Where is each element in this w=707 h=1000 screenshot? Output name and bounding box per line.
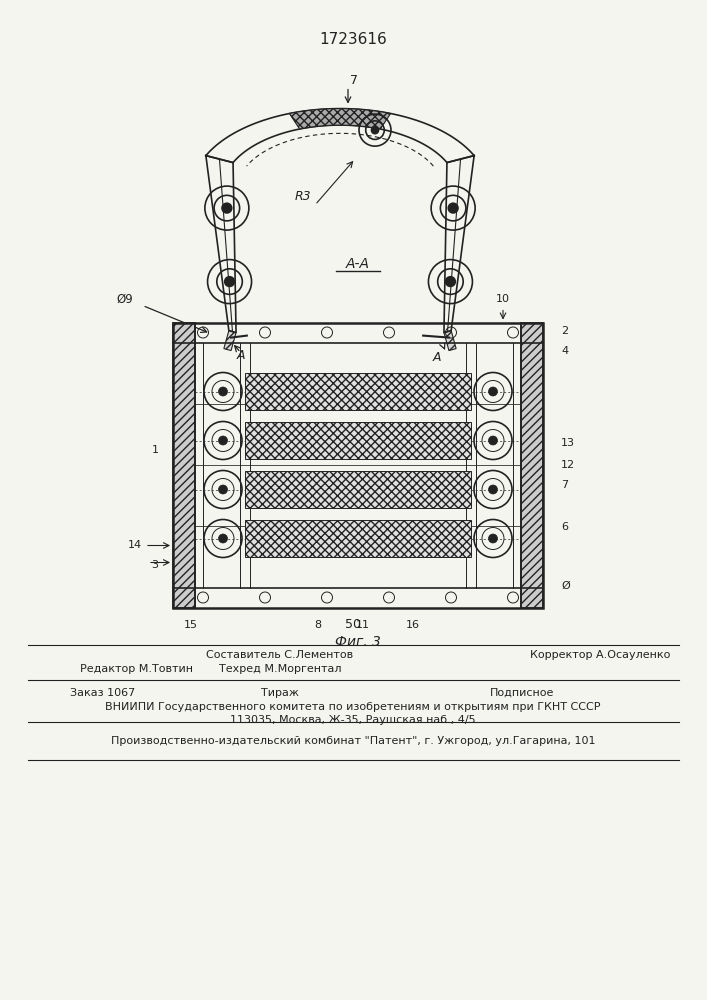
Text: Ø: Ø <box>561 580 570 590</box>
Text: 6: 6 <box>561 522 568 532</box>
Text: 8: 8 <box>315 620 322 631</box>
Text: R3: R3 <box>295 190 312 203</box>
Circle shape <box>445 277 455 286</box>
Circle shape <box>218 436 228 445</box>
Polygon shape <box>289 109 391 129</box>
Text: 3: 3 <box>151 560 158 570</box>
Text: A: A <box>433 351 442 364</box>
Text: 1723616: 1723616 <box>319 32 387 47</box>
Text: 4: 4 <box>561 346 568 356</box>
Text: Редактор М.Товтин: Редактор М.Товтин <box>80 664 193 674</box>
Text: 7: 7 <box>350 74 358 87</box>
Bar <box>173 322 543 607</box>
Circle shape <box>489 387 498 396</box>
Text: Заказ 1067: Заказ 1067 <box>70 688 135 698</box>
Text: 11: 11 <box>356 620 370 631</box>
Circle shape <box>489 436 498 445</box>
Text: 13: 13 <box>561 438 575 448</box>
Text: 14: 14 <box>128 540 142 550</box>
Polygon shape <box>444 331 456 351</box>
Circle shape <box>225 277 235 286</box>
Circle shape <box>218 485 228 494</box>
Polygon shape <box>224 331 236 351</box>
Text: A-A: A-A <box>346 256 370 270</box>
Text: 1: 1 <box>151 445 158 455</box>
Text: Корректор А.Осауленко: Корректор А.Осауленко <box>530 650 670 660</box>
Text: 7: 7 <box>561 480 568 489</box>
Text: Фиг. 2: Фиг. 2 <box>317 379 363 393</box>
Text: Производственно-издательский комбинат "Патент", г. Ужгород, ул.Гагарина, 101: Производственно-издательский комбинат "П… <box>111 736 595 746</box>
Circle shape <box>371 127 378 134</box>
Circle shape <box>222 203 232 213</box>
Text: 50: 50 <box>345 618 361 631</box>
Text: 10: 10 <box>496 294 510 304</box>
Bar <box>173 322 195 607</box>
Bar <box>245 471 471 508</box>
Bar <box>245 520 471 557</box>
Text: ВНИИПИ Государственного комитета по изобретениям и открытиям при ГКНТ СССР: ВНИИПИ Государственного комитета по изоб… <box>105 702 601 712</box>
Bar <box>245 373 471 410</box>
Text: Составитель С.Лементов: Составитель С.Лементов <box>206 650 354 660</box>
Text: 12: 12 <box>561 460 575 471</box>
Circle shape <box>489 485 498 494</box>
Bar <box>245 422 471 459</box>
Text: 15: 15 <box>184 620 198 631</box>
Text: Фиг. 3: Фиг. 3 <box>335 635 381 648</box>
Circle shape <box>218 534 228 543</box>
Circle shape <box>218 387 228 396</box>
Text: A: A <box>237 349 245 362</box>
Text: 113035, Москва, Ж-35, Раушская наб., 4/5: 113035, Москва, Ж-35, Раушская наб., 4/5 <box>230 715 476 725</box>
Text: 2: 2 <box>561 326 568 336</box>
Text: Подписное: Подписное <box>490 688 554 698</box>
Circle shape <box>448 203 458 213</box>
Text: 16: 16 <box>406 620 420 631</box>
Text: Тираж: Тираж <box>261 688 299 698</box>
Text: Ø9: Ø9 <box>117 292 134 306</box>
Bar <box>521 322 543 607</box>
Circle shape <box>489 534 498 543</box>
Text: Техред М.Моргентал: Техред М.Моргентал <box>218 664 341 674</box>
